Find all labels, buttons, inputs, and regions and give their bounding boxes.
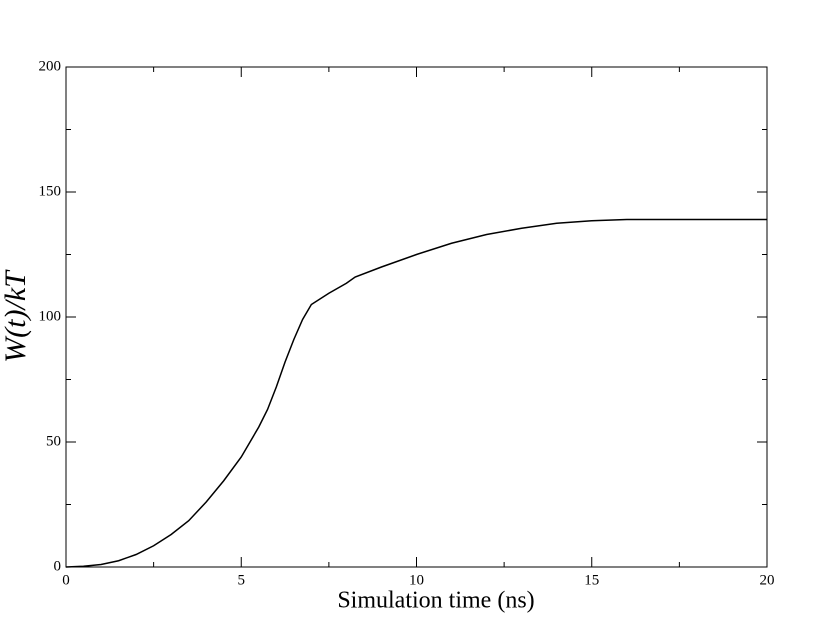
x-tick-label: 0: [62, 572, 70, 588]
y-axis-label: W(t)/kT: [0, 269, 32, 363]
y-tick-label: 200: [39, 58, 62, 74]
x-tick-label: 10: [409, 572, 424, 588]
y-tick-label: 0: [54, 558, 62, 574]
x-tick-label: 15: [584, 572, 599, 588]
x-tick-label: 20: [760, 572, 775, 588]
x-tick-label: 5: [238, 572, 246, 588]
line-series: [65, 218, 767, 568]
x-axis-label: Simulation time (ns): [337, 588, 534, 614]
y-tick-label: 150: [39, 183, 62, 199]
y-tick-label: 50: [46, 433, 61, 449]
y-tick-label: 100: [39, 308, 62, 324]
plot-frame: [65, 66, 768, 568]
